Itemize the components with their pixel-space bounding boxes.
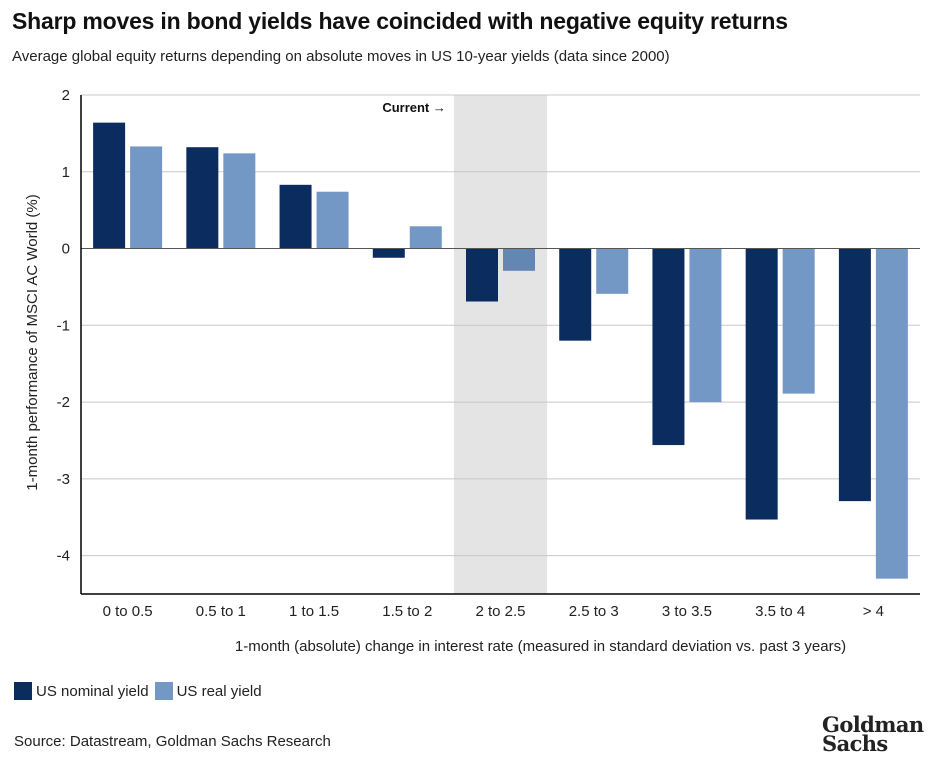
legend-item-nominal: US nominal yield <box>14 682 149 700</box>
x-tick-label: 0 to 0.5 <box>103 603 153 620</box>
bar-nominal <box>745 248 778 520</box>
bar-real <box>875 248 908 579</box>
x-tick-label: 3.5 to 4 <box>755 603 805 620</box>
bar-real <box>409 226 442 249</box>
chart-subtitle: Average global equity returns depending … <box>12 48 670 65</box>
bar-chart: 2 1 0 -1 -2 -3 -4 0 to 0.5 0.5 to 1 1 to 1.5 1.5 t… <box>24 87 920 655</box>
x-tick-label: 0.5 to 1 <box>196 603 246 620</box>
highlight-band <box>453 95 548 594</box>
legend-label-nominal: US nominal yield <box>36 682 149 700</box>
chart-title: Sharp moves in bond yields have coincide… <box>12 8 788 34</box>
legend-item-real: US real yield <box>154 682 262 700</box>
bar-real <box>223 153 256 249</box>
bar-real <box>316 191 349 249</box>
bar-nominal <box>279 184 312 249</box>
bar-nominal <box>93 122 126 249</box>
bar-real <box>596 248 629 294</box>
bar-nominal <box>372 248 405 258</box>
bar-nominal <box>186 147 219 249</box>
y-tick-label: 1 <box>62 164 70 181</box>
x-tick-label: 3 to 3.5 <box>662 603 712 620</box>
legend-label-real: US real yield <box>176 682 262 700</box>
source-note: Source: Datastream, Goldman Sachs Resear… <box>14 733 331 750</box>
y-tick-label: -1 <box>57 317 70 334</box>
bar-nominal <box>559 248 592 341</box>
bar-real <box>130 146 163 249</box>
x-tick-label: 1 to 1.5 <box>289 603 339 620</box>
logo-line-2: Sachs <box>822 731 888 756</box>
y-tick-label: 2 <box>62 87 70 104</box>
legend: US nominal yield US real yield <box>14 682 268 700</box>
x-axis-label: 1-month (absolute) change in interest ra… <box>235 638 846 655</box>
bar-nominal <box>838 248 871 502</box>
bar-nominal <box>652 248 685 446</box>
legend-swatch-real <box>154 682 173 700</box>
y-tick-label: -2 <box>57 394 70 411</box>
y-tick-label: 0 <box>62 241 70 258</box>
y-tick-label: -3 <box>57 471 70 488</box>
x-tick-label: 1.5 to 2 <box>382 603 432 620</box>
bar-real <box>782 248 815 394</box>
legend-swatch-nominal <box>14 682 32 700</box>
y-tick-label: -4 <box>57 548 70 565</box>
bar-real <box>689 248 722 403</box>
bar-real <box>503 248 535 271</box>
bar-nominal <box>466 248 498 302</box>
y-axis-label: 1-month performance of MSCI AC World (%) <box>24 194 41 490</box>
x-tick-label: 2.5 to 3 <box>569 603 619 620</box>
x-tick-label: > 4 <box>863 603 884 620</box>
goldman-sachs-logo: Goldman Sachs <box>822 712 932 756</box>
x-tick-label: 2 to 2.5 <box>475 603 525 620</box>
logo-line-1: Goldman <box>822 712 924 737</box>
current-annotation: Current → <box>382 100 446 115</box>
